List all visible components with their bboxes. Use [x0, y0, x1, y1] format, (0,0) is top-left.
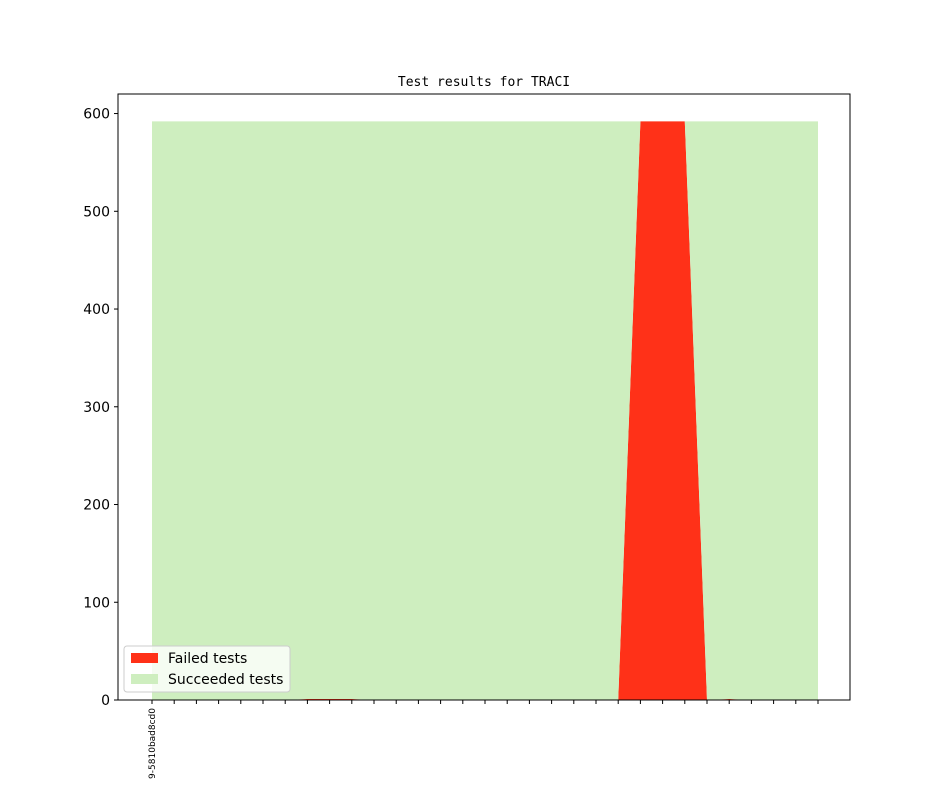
x-tick-label: 9-5810bad8cd0: [148, 708, 158, 779]
y-tick-label: 300: [83, 400, 110, 416]
legend-swatch: [131, 653, 158, 663]
legend-box: [123, 645, 291, 693]
series-area-0: [152, 121, 818, 701]
y-tick-label: 500: [83, 204, 110, 220]
legend-label: Failed tests: [168, 651, 247, 667]
y-axis: 0 100 200 300 400 500 600: [83, 107, 118, 709]
chart-title: Test results for TRACI: [398, 75, 570, 90]
plot-areas: [152, 121, 818, 701]
y-tick-label: 0: [101, 693, 110, 709]
plot-frame: [117, 93, 851, 701]
legend-label: Succeeded tests: [168, 672, 283, 688]
y-tick-label: 600: [83, 107, 110, 123]
legend-swatch: [131, 674, 158, 684]
y-tick-label: 200: [83, 498, 110, 514]
y-tick-label: 100: [83, 595, 110, 611]
x-axis: 9-5810bad8cd0: [148, 700, 819, 779]
legend: Failed tests Succeeded tests: [123, 645, 291, 693]
y-tick-label: 400: [83, 302, 110, 318]
series-area-1: [152, 121, 818, 701]
